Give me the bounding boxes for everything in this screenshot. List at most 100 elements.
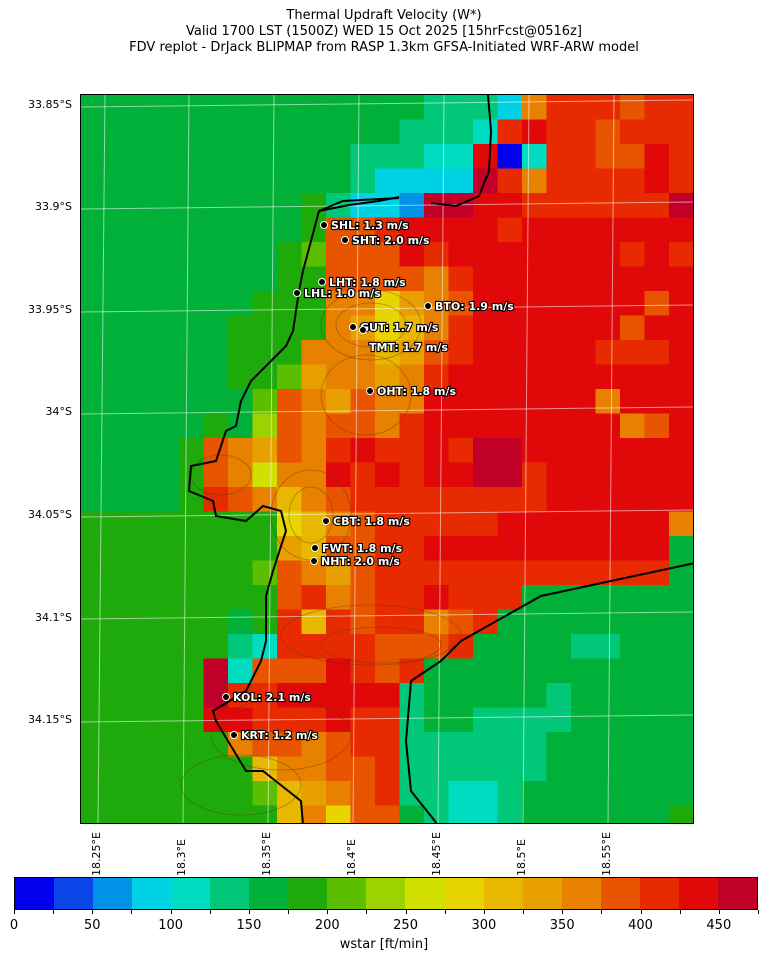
map-cell (105, 364, 131, 390)
map-cell (522, 217, 548, 243)
map-cell (179, 560, 205, 586)
map-cell (473, 658, 499, 684)
map-cell (399, 511, 425, 537)
map-cell (497, 242, 523, 268)
map-cell (375, 707, 401, 733)
map-cell (669, 144, 693, 170)
wstar-map: SHL: 1.3 m/s SHT: 2.0 m/s LHT: 1.8 m/sLHL:… (81, 95, 693, 823)
map-cell (546, 340, 572, 366)
map-cell (179, 413, 205, 439)
station-marker[interactable] (341, 236, 349, 244)
station-marker[interactable] (230, 731, 238, 739)
map-cell (105, 144, 131, 170)
map-cell (669, 119, 693, 145)
map-cell (203, 291, 229, 317)
map-cell (546, 95, 572, 121)
map-cell (595, 340, 621, 366)
map-cell (620, 560, 646, 586)
colorbar-tick (444, 910, 446, 914)
map-cell (130, 511, 156, 537)
map-cell (277, 217, 303, 243)
map-cell (350, 364, 376, 390)
map-cell (669, 683, 693, 709)
map-cell (497, 536, 523, 562)
map-cell (375, 242, 401, 268)
station-marker[interactable] (322, 517, 330, 525)
map-cell (154, 487, 180, 513)
map-cell (473, 462, 499, 488)
map-cell (644, 462, 670, 488)
map-cell (473, 756, 499, 782)
map-cell (154, 266, 180, 292)
map-cell (277, 511, 303, 537)
map-cell (424, 266, 450, 292)
map-cell (522, 144, 548, 170)
map-cell (595, 438, 621, 464)
station-marker[interactable] (320, 221, 328, 229)
map-cell (546, 462, 572, 488)
map-cell (301, 658, 327, 684)
map-cell (179, 315, 205, 341)
map-cell (81, 560, 107, 586)
lon-tick-label: 18.25°E (90, 832, 103, 876)
coastline (187, 95, 693, 823)
map-cell (644, 658, 670, 684)
map-cell (669, 609, 693, 635)
map-cell (571, 732, 597, 758)
station-marker[interactable] (311, 544, 319, 552)
map-cell (130, 315, 156, 341)
map-cell (154, 144, 180, 170)
map-cell (350, 266, 376, 292)
map-cell (375, 438, 401, 464)
map-cell (228, 340, 254, 366)
map-cell (130, 242, 156, 268)
map-cell (350, 511, 376, 537)
map-cell (375, 462, 401, 488)
map-cell (546, 144, 572, 170)
map-cell (130, 266, 156, 292)
station-marker[interactable] (349, 323, 357, 331)
map-cell (620, 413, 646, 439)
station-marker[interactable] (222, 693, 230, 701)
station-marker[interactable] (310, 557, 318, 565)
map-cell (473, 291, 499, 317)
map-cell (473, 242, 499, 268)
map-cell (448, 242, 474, 268)
map-cell (522, 340, 548, 366)
map-cell (424, 315, 450, 341)
station-marker[interactable] (293, 289, 301, 297)
map-cell (473, 340, 499, 366)
map-cell (203, 119, 229, 145)
map-cell (424, 217, 450, 243)
map-cell (620, 462, 646, 488)
map-cell (620, 95, 646, 121)
map-cell (203, 364, 229, 390)
map-cell (203, 609, 229, 635)
map-cell (497, 560, 523, 586)
map-cell (644, 389, 670, 415)
map-cell (546, 756, 572, 782)
station-marker[interactable] (359, 326, 367, 334)
station-marker[interactable] (424, 302, 432, 310)
map-cell (399, 732, 425, 758)
map-cell (571, 95, 597, 121)
station-marker[interactable] (366, 387, 374, 395)
graticule (81, 95, 693, 823)
graticule-lon-line (352, 95, 360, 823)
lat-tick-label: 33.9°S (35, 200, 72, 213)
map-cell (571, 756, 597, 782)
map-cell (497, 217, 523, 243)
map-cell (620, 707, 646, 733)
map-cell (154, 168, 180, 194)
map-cell (424, 536, 450, 562)
map-cell (571, 144, 597, 170)
map-cell (424, 707, 450, 733)
map-cell (203, 144, 229, 170)
map-cell (301, 315, 327, 341)
map-cell (571, 805, 597, 823)
map-cell (497, 340, 523, 366)
map-cell (81, 119, 107, 145)
map-cell (228, 144, 254, 170)
station-marker[interactable] (318, 278, 326, 286)
map-cell (448, 634, 474, 660)
